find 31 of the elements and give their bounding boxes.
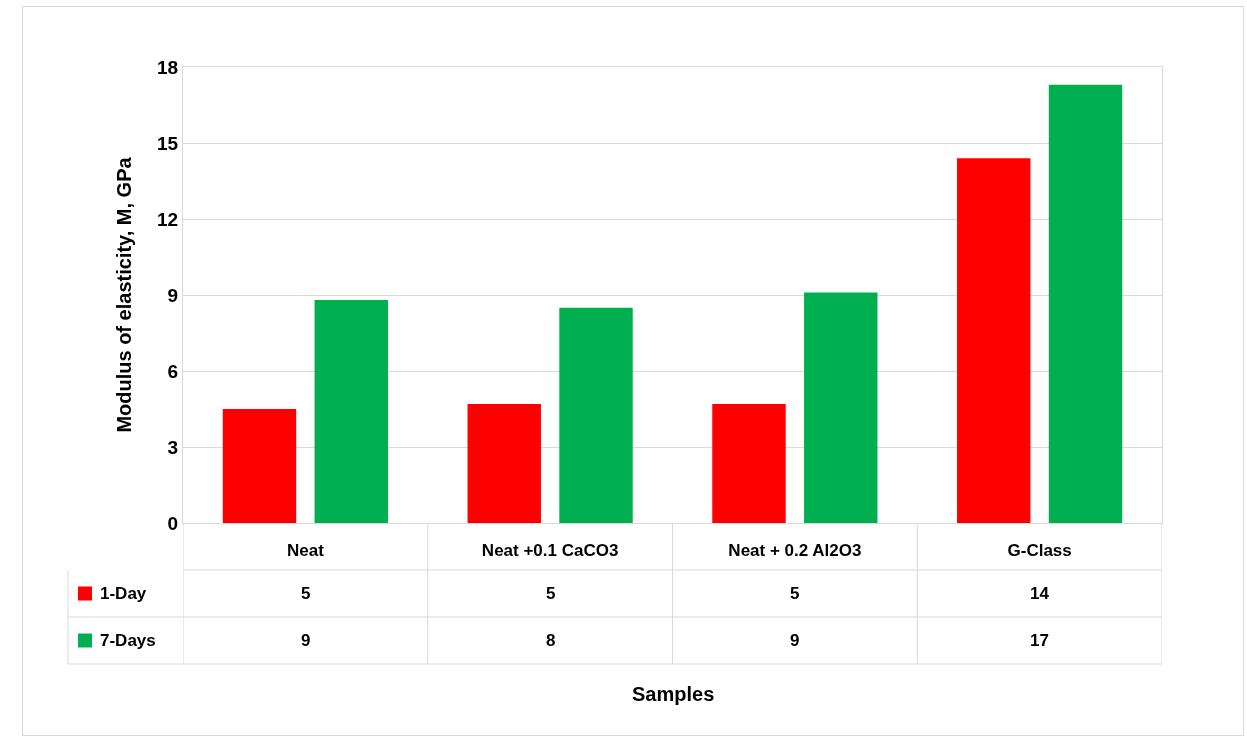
x-tick-label: Neat + 0.2 Al2O3 <box>728 541 862 561</box>
data-label: 5 <box>546 584 556 603</box>
x-tick-label: Neat <box>286 541 325 561</box>
data-label: 9 <box>790 631 800 650</box>
bar <box>222 409 297 523</box>
data-label: 8 <box>546 631 556 650</box>
data-label: 5 <box>301 584 311 603</box>
y-tick-label: 18 <box>157 56 179 78</box>
text: Samples <box>632 683 715 705</box>
bar <box>1048 84 1123 523</box>
data-label: 9 <box>301 631 311 650</box>
data-label: 17 <box>1030 631 1049 650</box>
data-label: 5 <box>790 584 800 603</box>
y-axis-title: Modulus of elasticity, M, GPa <box>112 156 135 433</box>
legend-label: 7-Days <box>100 631 156 650</box>
bar <box>559 307 633 523</box>
y-tick-label: 3 <box>167 436 179 458</box>
bar <box>712 403 786 523</box>
y-tick-label: 15 <box>157 132 179 154</box>
bar <box>804 292 878 523</box>
y-tick-label: 0 <box>167 512 179 534</box>
bar <box>467 403 541 523</box>
bar <box>314 300 388 523</box>
y-tick-label: 9 <box>167 284 179 306</box>
legend-label: 1-Day <box>100 584 147 603</box>
x-tick-label: Neat +0.1 CaCO3 <box>481 541 619 561</box>
y-tick-label: 12 <box>157 208 179 230</box>
x-tick-label: G-Class <box>1007 541 1072 561</box>
bar <box>957 158 1031 523</box>
data-label: 14 <box>1030 584 1050 603</box>
y-tick-label: 6 <box>167 360 179 382</box>
